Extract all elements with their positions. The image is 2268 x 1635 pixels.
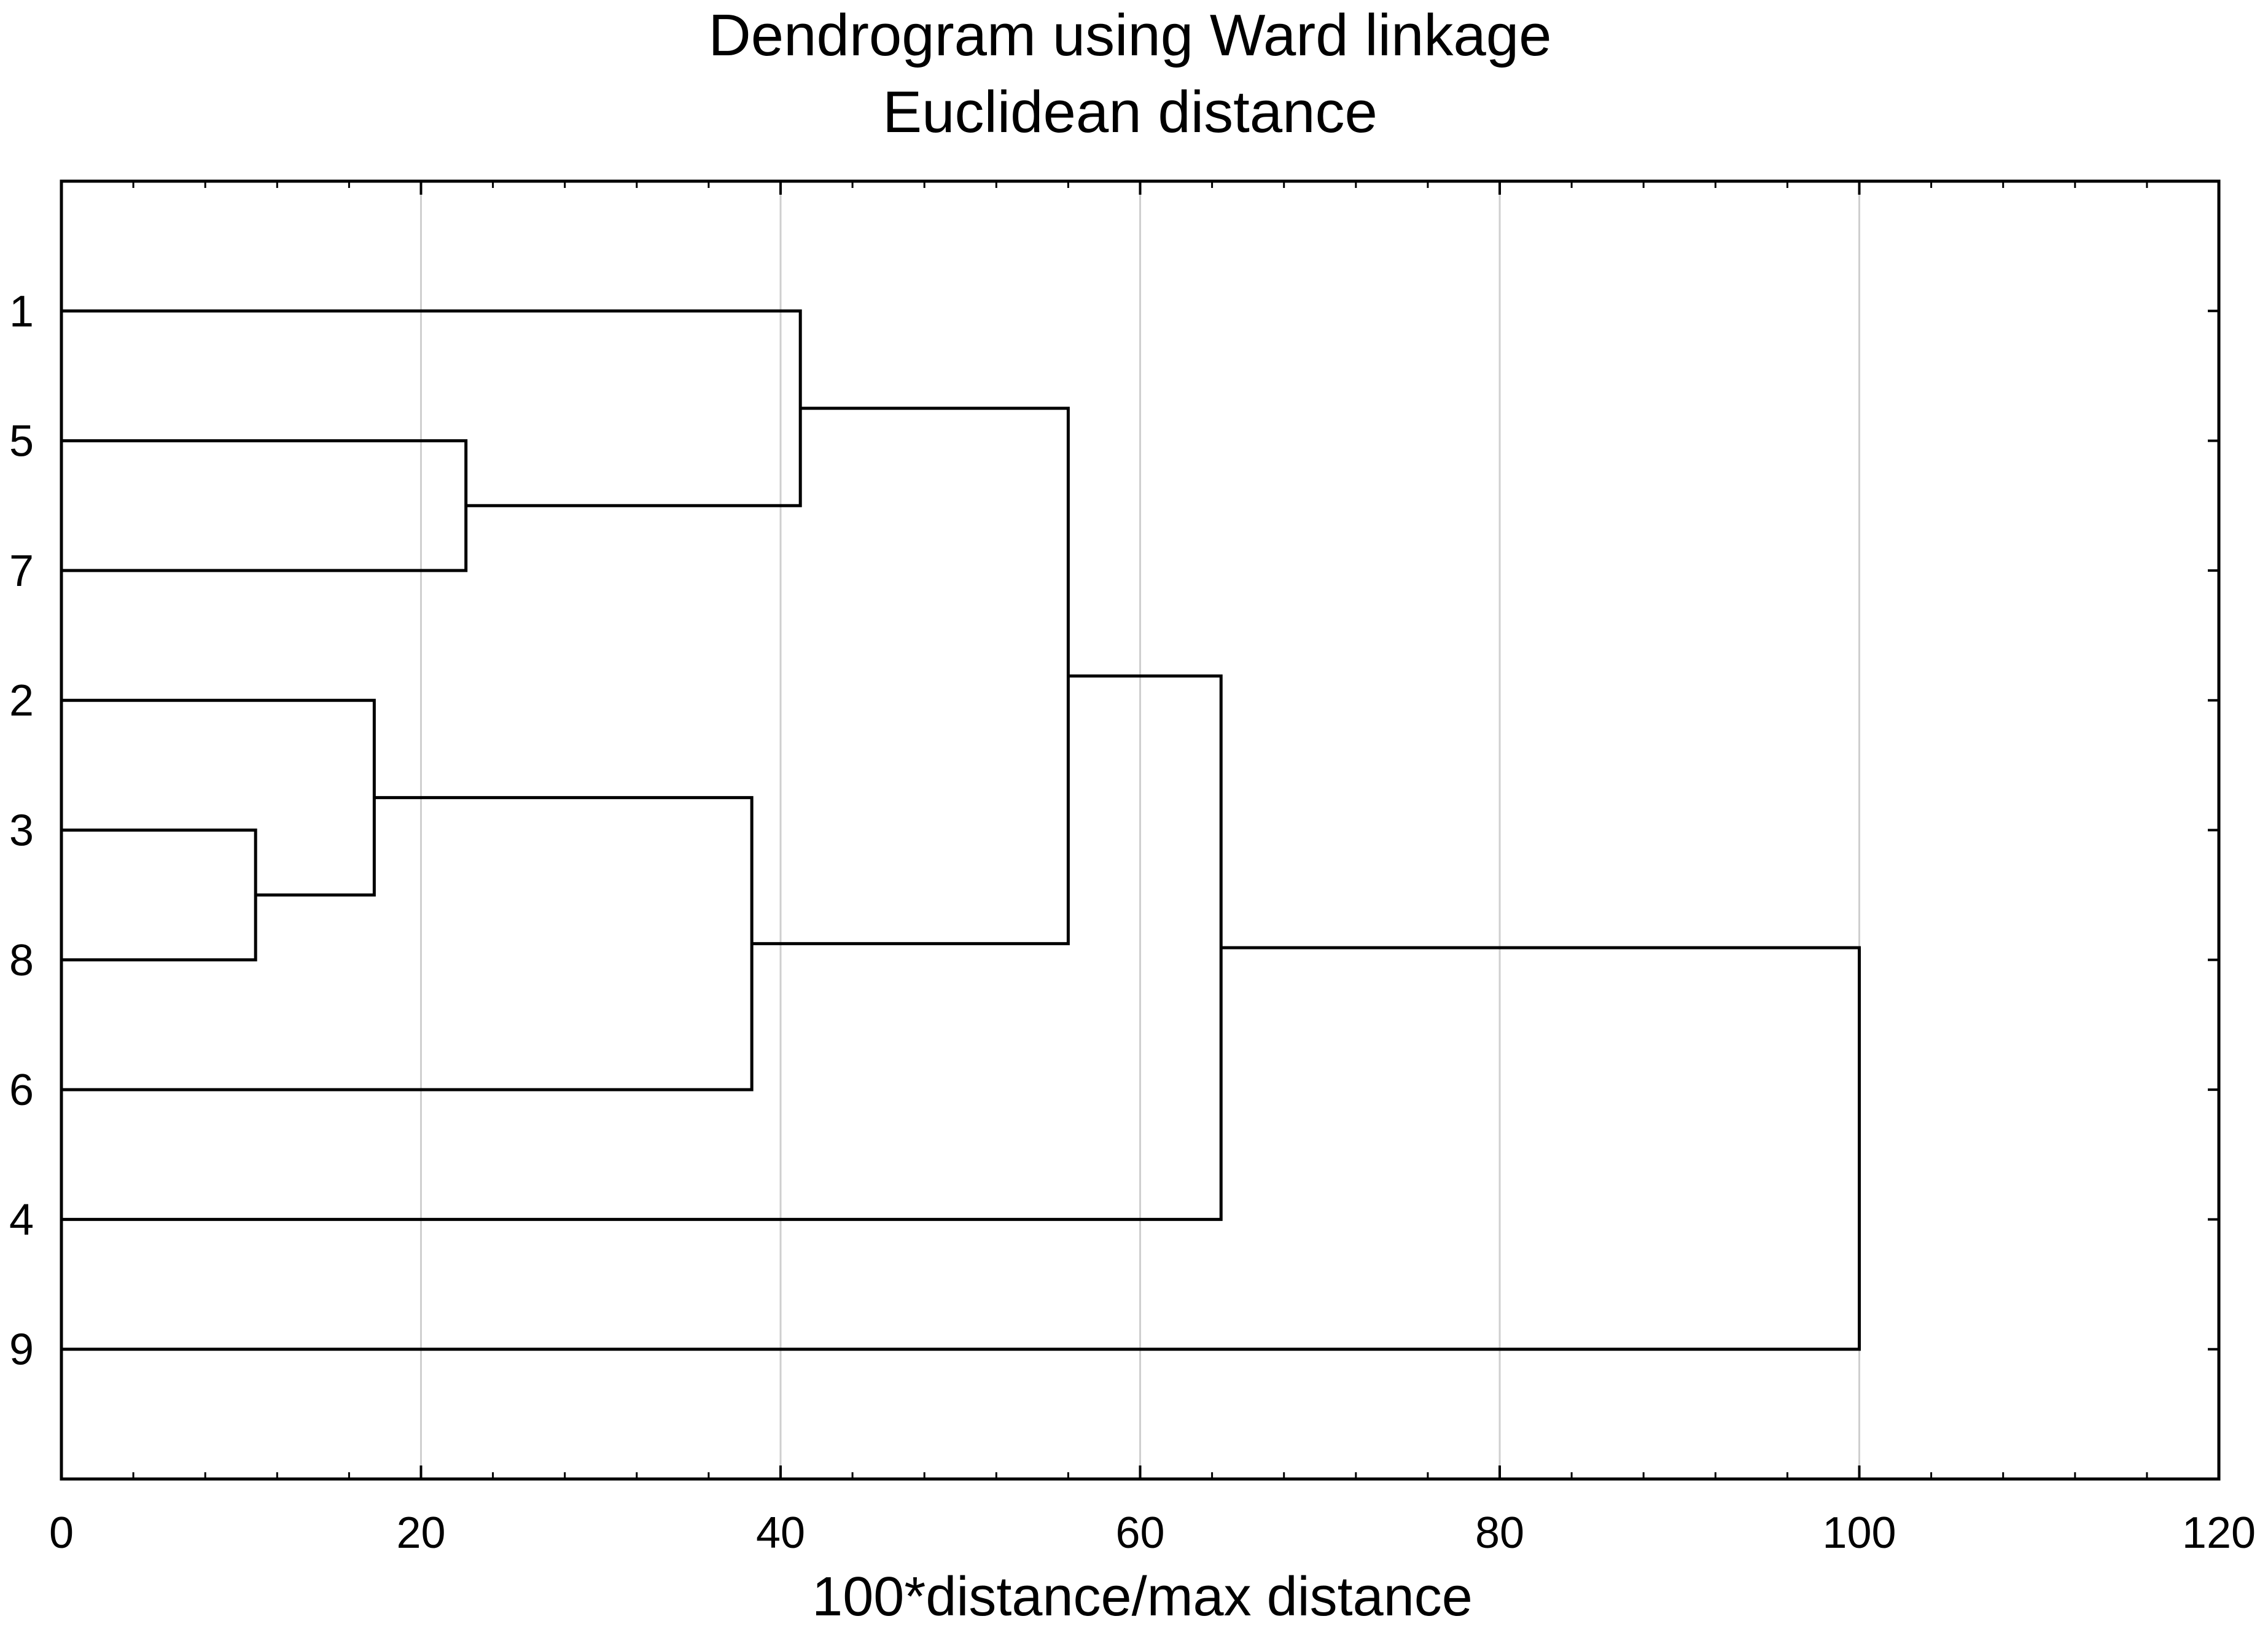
leaf-label: 7 xyxy=(9,547,34,596)
chart-subtitle: Euclidean distance xyxy=(883,79,1378,145)
x-tick-label: 60 xyxy=(1115,1508,1164,1558)
leaf-label: 1 xyxy=(9,287,34,336)
x-tick-label: 0 xyxy=(49,1508,74,1558)
dendrogram-links xyxy=(61,309,1861,1351)
x-tick-label: 20 xyxy=(396,1508,445,1558)
chart-title: Dendrogram using Ward linkage xyxy=(708,2,1551,68)
dendrogram-link xyxy=(61,309,802,507)
grid-lines xyxy=(420,181,1860,1479)
leaf-label: 6 xyxy=(9,1066,34,1115)
leaf-label: 2 xyxy=(9,676,34,725)
leaf-label: 9 xyxy=(9,1325,34,1375)
leaf-label: 4 xyxy=(9,1195,34,1244)
leaf-label: 8 xyxy=(9,936,34,985)
x-tick-labels: 0 20 40 60 80 100 120 xyxy=(49,1508,2256,1558)
x-tick-label: 120 xyxy=(2182,1508,2256,1558)
leaf-label: 5 xyxy=(9,417,34,466)
leaf-labels: 1 5 7 2 3 8 6 4 9 xyxy=(9,287,34,1374)
leaf-label: 3 xyxy=(9,806,34,856)
plot-frame xyxy=(60,179,2221,1481)
x-tick-label: 80 xyxy=(1475,1508,1524,1558)
x-tick-label: 100 xyxy=(1822,1508,1896,1558)
x-tick-label: 40 xyxy=(756,1508,805,1558)
dendrogram-link xyxy=(61,946,1861,1351)
x-axis-label: 100*distance/max distance xyxy=(812,1566,1473,1628)
